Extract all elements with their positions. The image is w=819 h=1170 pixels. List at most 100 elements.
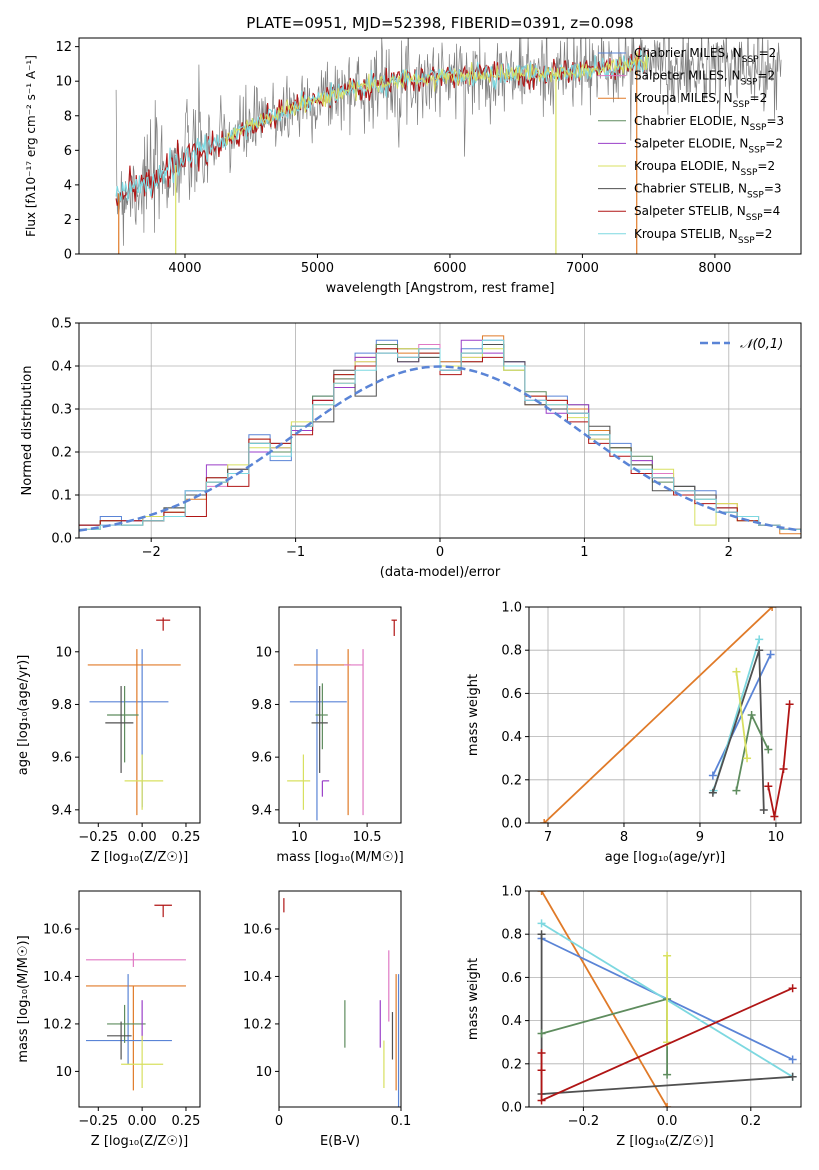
y-tick-label: 0.8 (501, 644, 522, 659)
legend-entry: Kroupa ELODIE, NSSP=2 (634, 159, 775, 178)
y-tick-label: 0.0 (501, 817, 522, 832)
errorbar-chabrier-miles (89, 649, 169, 808)
y-tick-label: 10 (55, 645, 72, 660)
y-tick-label: 6 (64, 144, 72, 159)
x-axis-label: Z [log₁₀(Z/Z☉)] (616, 1134, 713, 1149)
errorbar-salpeter-elodie (321, 780, 330, 797)
x-axis-label: E(B-V) (320, 1134, 360, 1149)
weight-line-kroupa-elodie (735, 671, 748, 759)
x-tick-label: 0.00 (128, 830, 157, 845)
weight-marker (788, 1072, 797, 1081)
weight-marker (663, 951, 672, 960)
legend-entry: Kroupa MILES, NSSP=2 (634, 91, 767, 110)
errorbar-chabrier-stelib (105, 686, 134, 773)
y-tick-label: 10.2 (43, 1017, 72, 1032)
panel-mass_vs_ebv: 0 0.1 10 10.2 10.4 10.6 E(B-V) (243, 890, 411, 1149)
y-tick-label: 0.0 (501, 1101, 522, 1116)
y-tick-label: 0.6 (501, 971, 522, 986)
x-axis-label: (data-model)/error (380, 565, 501, 580)
plot-area (86, 904, 186, 1091)
x-tick-label: 9 (696, 830, 704, 845)
x-tick-label: 6000 (433, 261, 466, 276)
errorbar-chabrier-stelib (107, 1021, 132, 1060)
y-tick-label: 0.4 (501, 730, 522, 745)
y-tick-label: 0.2 (501, 773, 522, 788)
x-tick-label: 8 (620, 830, 628, 845)
panel-spectrum: 4000 5000 6000 7000 8000 0 2 4 6 8 10 12 wavelength … (24, 37, 802, 296)
plot-area (283, 898, 400, 1107)
y-tick-label: 10.6 (43, 922, 72, 937)
x-tick-label: −0.25 (78, 1114, 118, 1129)
weight-marker (768, 607, 777, 611)
x-axis-label: Z [log₁₀(Z/Z☉)] (91, 1134, 188, 1149)
y-tick-label: 0.3 (51, 403, 72, 418)
weight-marker (770, 812, 779, 821)
plot-area (529, 891, 801, 1107)
x-tick-label: 0.0 (657, 1114, 678, 1129)
panel-mass_weight_vs_Z: −0.2 0.0 0.2 0.0 0.2 0.4 0.6 0.8 1.0 Z [log₁₀(Z/Z… (466, 885, 802, 1149)
weight-marker (537, 1096, 546, 1105)
axes-frame (278, 606, 402, 824)
weight-marker (732, 786, 741, 795)
x-tick-label: 0 (275, 1114, 283, 1129)
x-tick-label: 0 (436, 545, 444, 560)
x-axis-label: Z [log₁₀(Z/Z☉)] (91, 850, 188, 865)
weight-marker (732, 667, 741, 676)
weight-marker (779, 765, 788, 773)
weight-marker (540, 819, 549, 823)
plot-area (115, 38, 782, 254)
y-tick-label: 9.4 (251, 803, 272, 818)
weight-marker (537, 1049, 546, 1057)
y-tick-label: 4 (64, 178, 72, 193)
y-tick-label: 10.4 (43, 970, 72, 985)
errorbar-chabrier-miles (289, 649, 347, 821)
weight-marker (537, 1066, 546, 1075)
weight-marker (708, 771, 717, 780)
y-tick-label: 0.4 (51, 360, 72, 375)
y-tick-label: 0.0 (51, 532, 72, 547)
errorbar-chabrier-miles (86, 974, 172, 1065)
y-tick-label: 2 (64, 213, 72, 228)
weight-marker (788, 1055, 797, 1064)
normal-curve (79, 365, 801, 532)
legend-entry: Salpeter STELIB, NSSP=4 (634, 204, 780, 223)
errorbar-kroupa-miles (87, 649, 181, 816)
weight-marker (747, 711, 756, 719)
x-tick-label: 10 (291, 830, 308, 845)
y-tick-label: 0 (64, 248, 72, 263)
x-tick-label: −2 (142, 545, 161, 560)
errorbar-kroupa-miles (293, 649, 351, 816)
weight-line-kroupa-miles (540, 891, 668, 1107)
errorbar-kroupa-elodie (287, 754, 311, 810)
y-tick-label: 9.8 (51, 698, 72, 713)
x-tick-label: 0.00 (128, 1114, 157, 1129)
y-tick-label: 12 (55, 40, 72, 55)
x-tick-label: 7000 (566, 261, 599, 276)
x-axis-label: age [log₁₀(age/yr)] (605, 850, 726, 865)
plot-area (287, 619, 397, 821)
axes-frame (78, 606, 201, 824)
plot-area (79, 323, 801, 538)
weight-marker (708, 788, 717, 797)
errorbar-salpeter-stelib (154, 904, 172, 918)
y-axis-label: mass weight (466, 958, 481, 1040)
y-tick-label: 0.2 (501, 1057, 522, 1072)
y-tick-label: 9.6 (51, 751, 72, 766)
axes-frame (78, 37, 802, 255)
plot-area (529, 607, 801, 823)
weight-marker (764, 745, 773, 754)
weight-marker (743, 754, 752, 763)
panel-age_vs_mass: 10 10.5 9.4 9.6 9.8 10 mass [log₁₀(M/M☉)] (251, 606, 404, 865)
weight-marker (663, 1103, 672, 1107)
y-tick-label: 8 (64, 109, 72, 124)
legend-entry: Kroupa STELIB, NSSP=2 (634, 227, 772, 246)
x-tick-label: 4000 (168, 261, 201, 276)
x-tick-label: −1 (286, 545, 305, 560)
model-kroupa-elodie (224, 51, 650, 146)
weight-line-chabrier-stelib (712, 649, 765, 811)
plot-area (87, 617, 181, 816)
y-tick-label: 1.0 (501, 601, 522, 616)
x-axis-label: mass [log₁₀(M/M☉)] (276, 850, 403, 865)
